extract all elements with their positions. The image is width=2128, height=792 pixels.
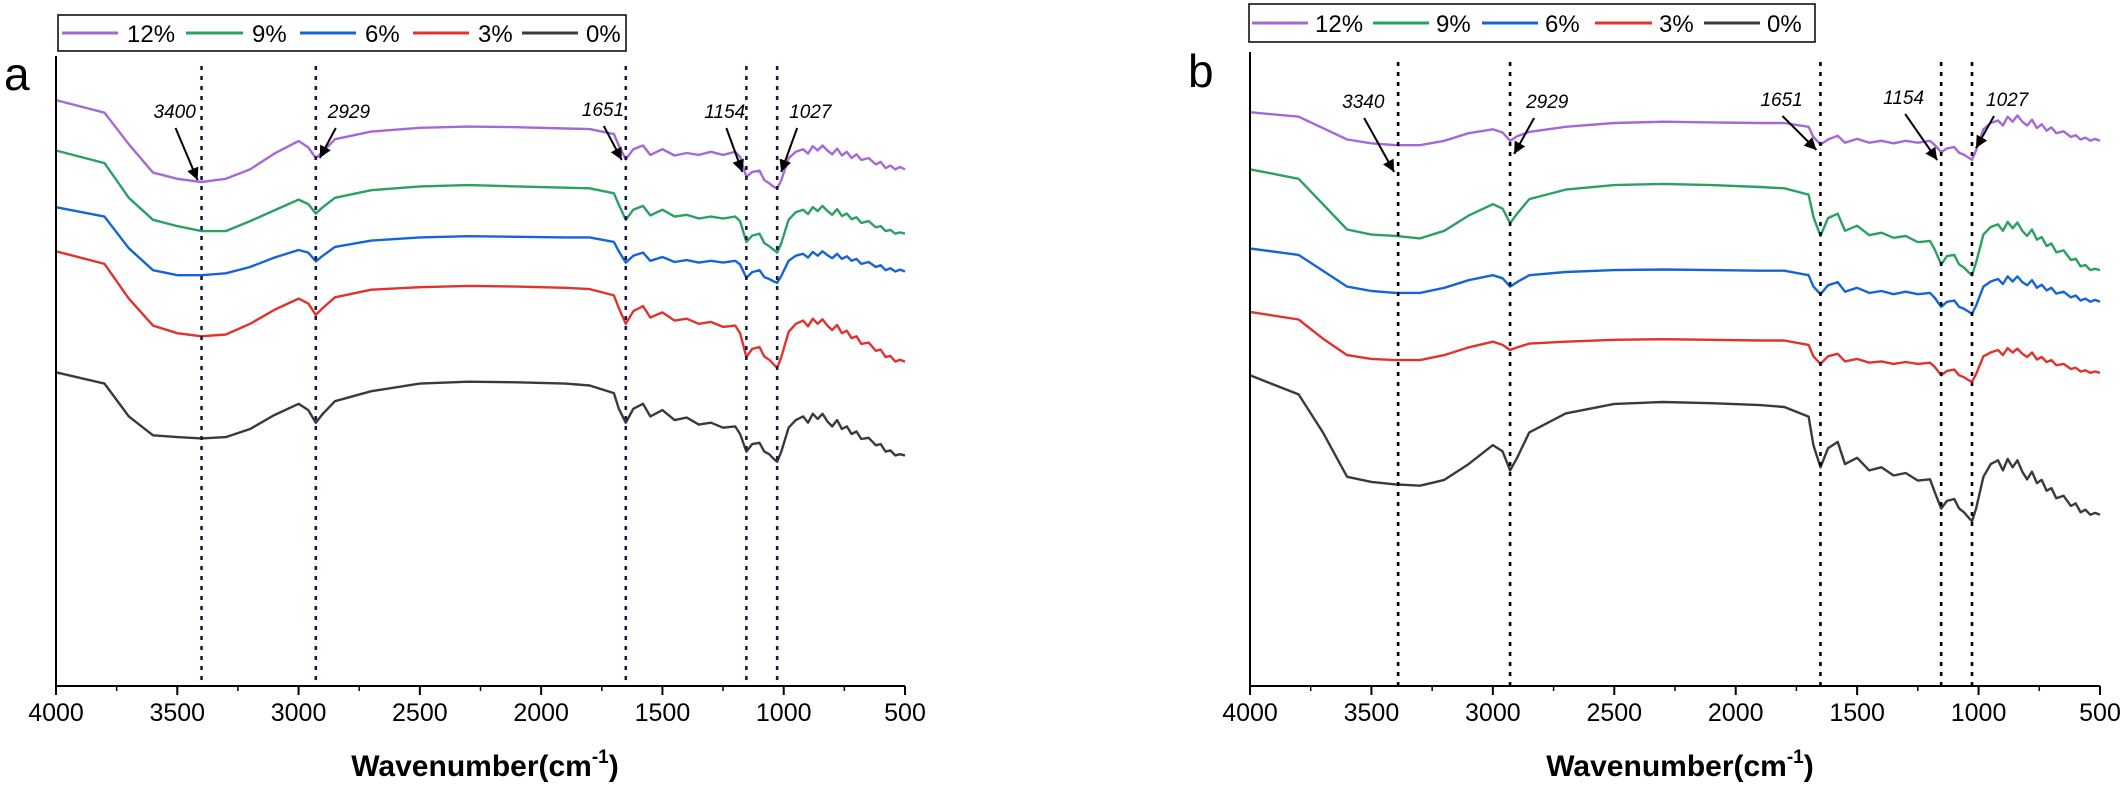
panel-b-legend-label-4: 3%	[1659, 11, 1694, 38]
panel-b-annotation-arrowhead-3	[1803, 137, 1817, 150]
panel-a-legend-entry-3: 6%	[300, 21, 400, 48]
panel-a-series-2	[55, 149, 906, 254]
panel-b-legend-label-5: 0%	[1767, 11, 1802, 38]
panel-b-x-tick-label-6: 1500	[1829, 699, 1885, 727]
panel-b-legend-entry-1: 12%	[1252, 11, 1363, 38]
panel-a-x-tick-label-8: 500	[884, 699, 926, 727]
panel-a-annotation-arrowhead-3	[610, 146, 622, 160]
panel-b-legend-label-2: 9%	[1436, 11, 1471, 38]
panel-a-legend-entry-4: 3%	[413, 21, 513, 48]
panel-a-legend-label-4: 3%	[478, 21, 513, 48]
panel-a-x-axis-title: Wavenumber(cm-1)	[351, 747, 619, 783]
panel-b-annotation-1: 3340	[1342, 92, 1385, 113]
panel-b-legend-entry-2: 9%	[1373, 11, 1471, 38]
panel-a-x-tick-label-6: 1500	[635, 699, 691, 727]
panel-b-x-tick-label-2: 3500	[1344, 699, 1400, 727]
panel-b-legend-entry-4: 3%	[1595, 11, 1694, 38]
panel-b-annotation-4: 1154	[1883, 88, 1924, 109]
panel-b-x-tick-label-1: 4000	[1222, 699, 1278, 727]
panel-b-series-4	[1249, 310, 2101, 383]
panel-a-x-tick-label-4: 2500	[392, 699, 448, 727]
panel-b-annotation-arrowhead-4	[1925, 146, 1938, 160]
panel-b-series-1	[1249, 111, 2101, 161]
panel-b-x-tick-label-8: 500	[2079, 699, 2121, 727]
panel-a-annotation-4: 1154	[704, 102, 745, 123]
panel-b-legend-entry-3: 6%	[1482, 11, 1580, 38]
panel-a-annotation-arrowhead-1	[187, 166, 199, 180]
panel-a-annotation-5: 1027	[789, 102, 833, 123]
panel-b-plot: 3340 2929 1651 1154 1027 4000 3500 3000 2500 2000…	[1222, 52, 2121, 727]
panel-b-x-tick-label-5: 2000	[1708, 699, 1764, 727]
panel-a-x-tick-label-1: 4000	[28, 699, 84, 727]
panel-a-legend-entry-2: 9%	[186, 21, 287, 48]
panel-a-x-tick-label-2: 3500	[149, 699, 205, 727]
panel-b-x-tick-label-7: 1000	[1951, 699, 2007, 727]
panel-a-annotation-arrowhead-5	[779, 158, 791, 172]
panel-a-letter: a	[4, 48, 30, 100]
panel-a-legend-label-3: 6%	[365, 21, 400, 48]
panel-b-annotation-arrowhead-1	[1383, 158, 1395, 172]
panel-a-annotation-1: 3400	[154, 102, 197, 123]
panel-a-legend-label-2: 9%	[252, 21, 287, 48]
panel-a-annotation-arrowhead-4	[732, 158, 744, 172]
panel-a: a 12% 9% 6% 3% 0% 3400 2929 1651 1154 1027 40…	[4, 14, 926, 783]
panel-a-x-tick-label-3: 3000	[271, 699, 327, 727]
panel-b-annotation-arrowhead-5	[1976, 134, 1988, 148]
panel-a-plot: 3400 2929 1651 1154 1027 4000 3500 3000 2500 2000…	[28, 56, 926, 727]
panel-b-annotation-3: 1651	[1760, 90, 1802, 111]
panel-b-series-3	[1249, 247, 2101, 315]
panel-b-x-tick-label-3: 3000	[1465, 699, 1521, 727]
panel-a-annotation-arrowhead-2	[319, 144, 331, 158]
panel-a-series-3	[55, 206, 906, 284]
panel-a-annotation-3: 1651	[582, 100, 624, 121]
panel-b-annotation-2: 2929	[1525, 92, 1569, 113]
panel-a-legend-label-5: 0%	[586, 21, 621, 48]
panel-b-series-5	[1249, 374, 2101, 523]
panel-b-letter: b	[1188, 45, 1214, 97]
panel-b-legend-entry-5: 0%	[1704, 11, 1802, 38]
panel-a-legend-entry-5: 0%	[522, 21, 621, 48]
panel-a-legend-label-1: 12%	[127, 21, 175, 48]
panel-a-series-5	[55, 371, 906, 463]
panel-a-annotation-2: 2929	[327, 102, 371, 123]
panel-a-legend-entry-1: 12%	[62, 21, 175, 48]
panel-b-legend-label-3: 6%	[1545, 11, 1580, 38]
panel-b: b 12% 9% 6% 3% 0% 3340 2929 1651 1154 1027 40…	[1188, 3, 2121, 783]
panel-b-legend-label-1: 12%	[1315, 11, 1363, 38]
panel-b-x-axis-title: Wavenumber(cm-1)	[1546, 747, 1814, 783]
panel-b-series-2	[1249, 168, 2101, 277]
panel-a-x-tick-label-7: 1000	[756, 699, 812, 727]
panel-a-series-4	[55, 250, 906, 370]
panel-b-annotation-5: 1027	[1986, 90, 2030, 111]
panel-a-x-tick-label-5: 2000	[513, 699, 569, 727]
panel-b-annotation-arrowhead-2	[1514, 140, 1526, 154]
panel-b-x-tick-label-4: 2500	[1586, 699, 1642, 727]
